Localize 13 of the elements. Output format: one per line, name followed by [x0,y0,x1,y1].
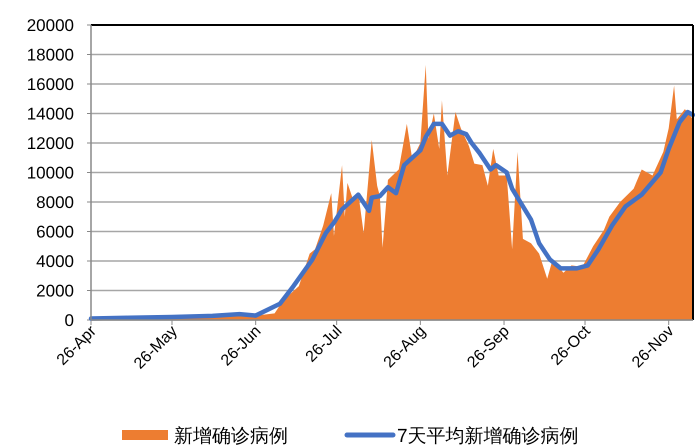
y-tick-label: 14000 [26,104,74,124]
y-tick-label: 4000 [36,252,74,271]
y-tick-label: 8000 [36,193,74,212]
y-tick-label: 0 [64,311,74,330]
y-tick-label: 6000 [36,222,74,242]
y-tick-label: 10000 [26,164,74,182]
legend-label: 7天平均新增确诊病例 [397,425,579,447]
y-tick-label: 12000 [26,134,74,153]
legend-label: 新增确诊病例 [174,425,288,447]
y-tick-label: 16000 [26,75,74,94]
y-tick-label: 18000 [26,46,74,64]
y-tick-label: 2000 [36,282,74,300]
y-tick-label: 20000 [26,16,74,35]
